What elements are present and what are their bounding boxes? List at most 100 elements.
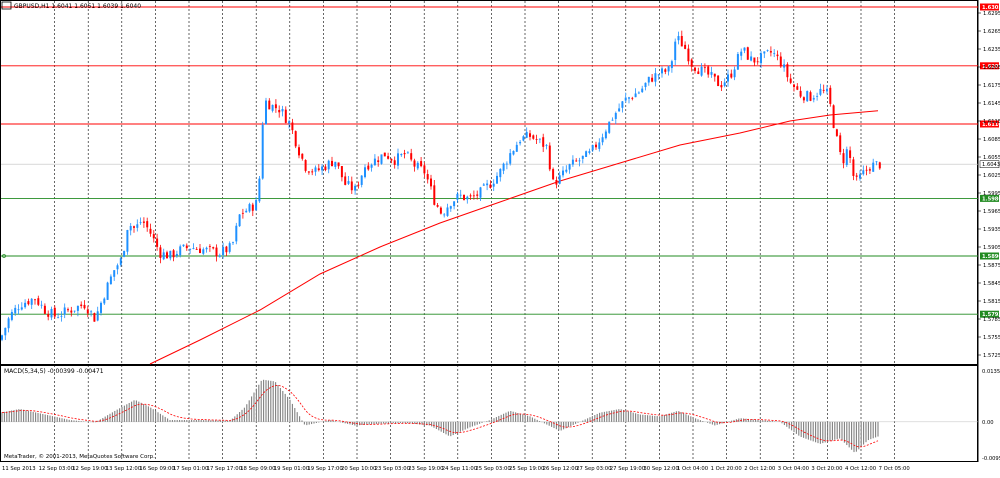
price-level-tag (980, 120, 999, 128)
candles (1, 30, 881, 342)
candle-body (24, 302, 27, 308)
time-tick-label: 12 Sep 03:00 (39, 466, 75, 472)
candle-body (222, 246, 225, 255)
candle-body (255, 200, 258, 211)
candle-body (426, 174, 429, 180)
time-tick-label: 1 Oct 04:00 (677, 466, 709, 472)
time-tick-label: 19 Sep 17:00 (307, 466, 343, 472)
candle-body (796, 86, 799, 90)
candle-body (829, 87, 832, 104)
candle-body (439, 207, 442, 214)
candle-body (274, 104, 277, 109)
price-tick-label: 1.5965 (983, 209, 1000, 215)
macd-header: MACD(5,34,5) -0.00399 -0.00471 (4, 368, 104, 375)
candle-body (202, 249, 205, 254)
price-level-tag (980, 310, 999, 318)
candle-body (875, 161, 878, 163)
candle-body (248, 204, 251, 212)
candle-body (684, 44, 687, 49)
chart-menu-icon[interactable] (1, 1, 12, 10)
moving-average (149, 110, 879, 365)
price-level-tag (980, 3, 999, 11)
macd-histogram (1, 379, 978, 453)
candle-body (519, 141, 522, 144)
candle-body (591, 145, 594, 151)
candle-body (644, 82, 647, 88)
candle-body (565, 169, 568, 172)
candle-body (189, 248, 192, 250)
candle-body (67, 309, 69, 311)
candle-body (96, 311, 99, 321)
candle-body (585, 151, 588, 157)
candle-body (542, 137, 545, 147)
price-tick-label: 1.5785 (983, 317, 1000, 323)
candle-body (232, 242, 234, 244)
candle-body (489, 184, 492, 188)
candle-body (364, 167, 366, 178)
time-tick-label: 23 Sep 03:00 (375, 466, 411, 472)
candle-body (862, 170, 865, 175)
price-level-label: 1.5793 (982, 312, 1000, 318)
candle-body (661, 68, 663, 74)
candle-body (694, 67, 696, 71)
candle-body (509, 153, 512, 164)
price-tick-label: 1.5935 (983, 227, 1000, 233)
candle-body (799, 90, 802, 97)
candle-body (482, 184, 485, 186)
candle-body (736, 54, 739, 70)
candle-body (268, 100, 271, 110)
price-level-tag (980, 62, 999, 70)
candle-body (753, 57, 756, 63)
candle-body (624, 97, 627, 101)
candle-body (436, 205, 439, 207)
candle-body (83, 304, 86, 309)
candle-body (162, 252, 165, 260)
price-tick-label: 1.6265 (983, 29, 1000, 35)
candle-body (466, 196, 469, 200)
candle-body (245, 210, 248, 213)
candle-body (1, 335, 3, 340)
candle-body (238, 214, 241, 227)
candle-body (822, 89, 825, 91)
candle-body (179, 246, 182, 256)
candle-body (558, 175, 561, 184)
time-tick-label: 4 Oct 12:00 (845, 466, 877, 472)
candle-body (281, 108, 284, 112)
candle-body (779, 56, 782, 67)
candle-body (321, 166, 324, 171)
candle-body (301, 153, 304, 159)
candle-body (789, 78, 792, 83)
candle-body (149, 228, 152, 234)
candle-body (298, 147, 300, 156)
candle-body (651, 77, 654, 82)
candle-body (76, 305, 79, 311)
time-tick-label: 24 Sep 11:00 (442, 466, 478, 472)
candle-body (687, 48, 690, 62)
candle-body (674, 41, 677, 61)
price-tick-label: 1.6145 (983, 101, 1000, 107)
candle-body (142, 221, 145, 223)
candle-body (70, 310, 73, 313)
candle-body (786, 64, 789, 78)
candle-body (740, 51, 743, 56)
candle-body (469, 195, 472, 197)
candle-body (717, 75, 720, 87)
candle-body (53, 307, 56, 317)
candle-body (317, 168, 320, 171)
candle-body (265, 100, 267, 125)
candle-body (20, 307, 23, 310)
time-tick-label: 25 Sep 19:00 (509, 466, 545, 472)
candle-body (4, 327, 7, 336)
candle-body (515, 144, 518, 152)
candle-body (271, 104, 274, 111)
candle-body (192, 248, 195, 249)
candle-body (185, 245, 188, 249)
candle-body (14, 307, 17, 314)
candle-body (152, 234, 155, 239)
candle-body (43, 305, 46, 314)
time-tick-label: 17 Sep 17:00 (207, 466, 243, 472)
time-tick-label: 13 Sep 12:00 (106, 466, 142, 472)
